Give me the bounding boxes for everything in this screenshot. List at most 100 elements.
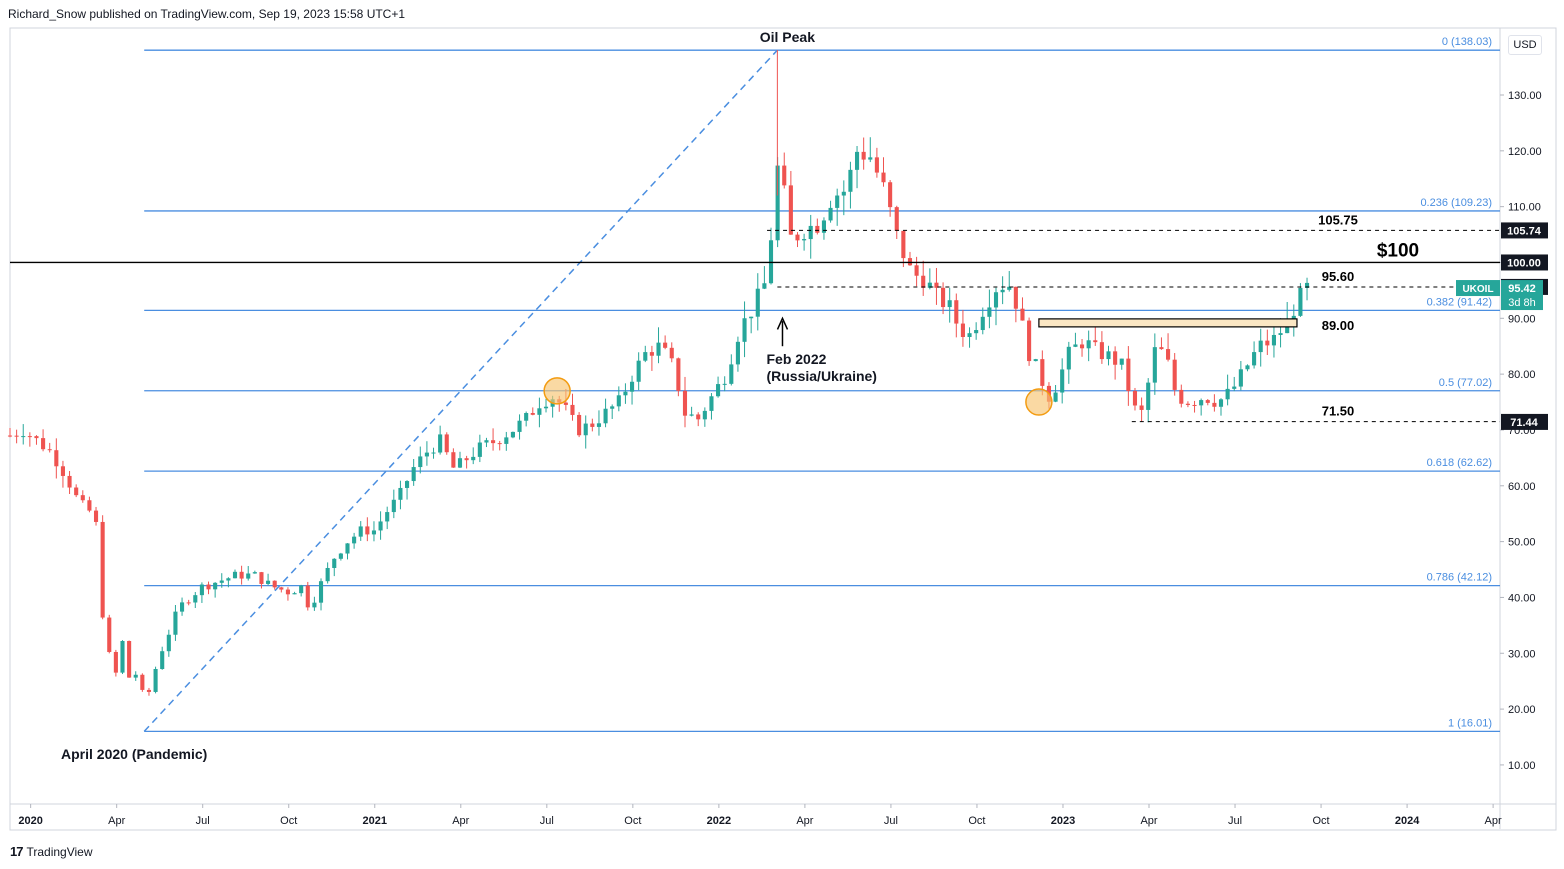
candle-body: [1079, 344, 1085, 349]
candle-body: [160, 651, 165, 670]
candle-body: [1113, 351, 1118, 365]
x-tick-label: Oct: [968, 815, 985, 827]
candle-body: [41, 438, 46, 450]
level-label-100: $100: [1377, 240, 1419, 261]
candle-body: [676, 358, 681, 391]
candle-body: [100, 521, 105, 618]
candle-body: [398, 487, 403, 500]
candle-body: [371, 530, 377, 535]
candle-body: [411, 467, 416, 482]
candle-body: [921, 275, 926, 288]
candle-body: [530, 413, 535, 415]
candle-body: [1099, 342, 1104, 360]
candle-body: [927, 282, 932, 288]
candle-body: [841, 191, 846, 196]
candle-body: [1152, 347, 1157, 383]
candle-body: [252, 572, 257, 574]
candle-body: [901, 230, 906, 259]
x-tick-label: 2022: [707, 815, 731, 827]
candle-body: [318, 581, 324, 603]
price-badge-bg: [1501, 413, 1548, 430]
price-badge-current: UKOIL 95.42 3d 8h: [1456, 280, 1543, 311]
candle-body: [325, 567, 330, 582]
candle-body: [583, 423, 588, 436]
highlight-circle-1: [543, 377, 571, 405]
candle-body: [987, 307, 992, 317]
candle-body: [14, 435, 19, 437]
candle-body: [279, 587, 284, 590]
candle-body: [874, 157, 879, 173]
annotation-april-2020: April 2020 (Pandemic): [61, 746, 207, 762]
currency-label[interactable]: USD: [1508, 35, 1542, 55]
candle-body: [974, 330, 979, 334]
candle-body: [1252, 352, 1257, 366]
fib-label-0.382: 0.382 (91.42): [1427, 296, 1492, 308]
y-tick-label: 20.00: [1508, 704, 1536, 716]
candle-body: [1020, 308, 1025, 321]
candle-body: [663, 342, 668, 348]
candle-body: [1291, 315, 1296, 320]
candle-body: [404, 481, 410, 488]
y-tick-label: 90.00: [1508, 313, 1536, 325]
candle-body: [471, 456, 476, 461]
candle-body: [821, 220, 827, 233]
price-badge-71.44: 71.44: [1501, 413, 1548, 430]
x-tick-label: 2024: [1395, 815, 1420, 827]
candle-body: [385, 512, 390, 522]
x-tick-label: Apr: [1485, 815, 1502, 827]
candle-body: [537, 408, 542, 415]
candle-body: [1192, 404, 1197, 406]
candle-body: [1126, 358, 1131, 391]
current-price-value: 95.42: [1508, 283, 1536, 295]
candle-body: [941, 287, 946, 308]
candle-body: [835, 195, 840, 208]
candle-body: [1185, 403, 1190, 405]
candle-body: [1232, 386, 1237, 389]
candle-body: [616, 395, 621, 407]
candle-body: [1212, 402, 1217, 407]
candle-body: [749, 316, 754, 319]
candle-body: [1159, 347, 1164, 350]
candle-body: [702, 410, 707, 420]
candle-body: [153, 669, 158, 692]
candle-body: [1258, 340, 1263, 353]
candle-body: [239, 571, 244, 579]
candle-body: [438, 434, 443, 453]
candle-body: [358, 526, 363, 537]
x-tick-label: Jul: [884, 815, 898, 827]
candle-body: [34, 436, 39, 439]
candle-body: [1066, 346, 1071, 370]
candle-body: [1027, 320, 1032, 362]
candle-body: [570, 404, 575, 415]
candle-body: [1179, 389, 1184, 404]
candle-body: [788, 185, 793, 235]
candle-body: [603, 408, 608, 424]
candle-body: [206, 584, 211, 590]
candle-body: [352, 536, 357, 544]
candle-body: [365, 526, 370, 535]
candle-body: [338, 553, 343, 559]
candle-body: [524, 413, 529, 421]
candle-body: [967, 333, 972, 338]
candle-body: [861, 151, 866, 160]
candle-body: [1278, 333, 1283, 335]
tradingview-logo[interactable]: 17 TradingView: [10, 844, 93, 859]
candle-body: [285, 589, 290, 595]
level-label-105.75: 105.75: [1318, 212, 1358, 227]
candle-body: [219, 580, 224, 583]
candle-body: [1119, 358, 1124, 365]
candle-body: [1013, 286, 1018, 309]
highlight-circle-2: [1025, 388, 1053, 416]
x-tick-label: 2021: [363, 815, 387, 827]
tradingview-logo-icon: 17: [10, 844, 24, 859]
candle-body: [140, 674, 145, 690]
candle-body: [1146, 382, 1151, 410]
candle-body: [444, 434, 449, 453]
y-tick-label: 50.00: [1508, 537, 1536, 549]
candle-body: [1007, 286, 1012, 290]
candle-body: [431, 452, 436, 454]
candle-body: [1086, 340, 1091, 349]
candle-body: [1271, 334, 1276, 346]
feb-arrow-head: [776, 316, 789, 330]
